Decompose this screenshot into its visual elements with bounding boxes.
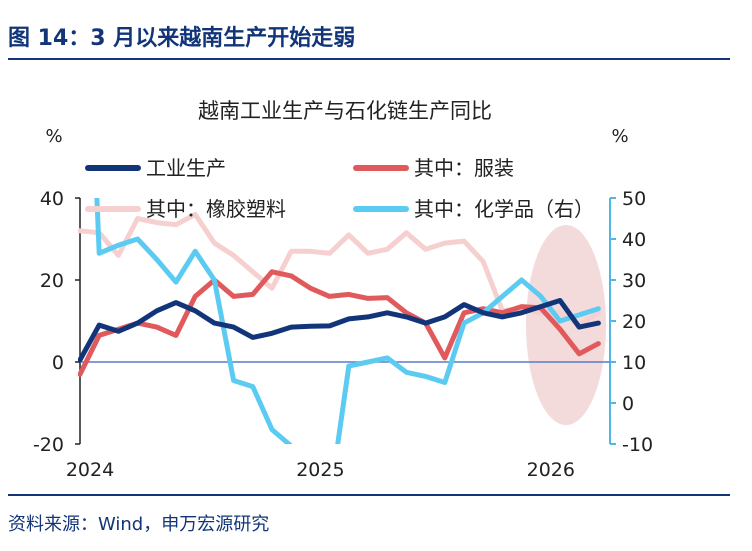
right-tick-label: -10 bbox=[622, 434, 653, 456]
left-tick-label: 0 bbox=[52, 352, 64, 374]
legend-label: 其中：橡胶塑料 bbox=[146, 197, 286, 221]
right-tick-label: 0 bbox=[622, 393, 634, 415]
right-tick-label: 50 bbox=[622, 188, 646, 210]
figure-label: 图 14：3 月以来越南生产开始走弱 bbox=[8, 26, 356, 51]
legend-label: 工业生产 bbox=[146, 156, 226, 180]
right-tick-label: 30 bbox=[622, 270, 646, 292]
chart-title: 越南工业生产与石化链生产同比 bbox=[198, 99, 492, 123]
highlight-ellipse bbox=[526, 225, 606, 425]
series-line-chemical bbox=[94, 198, 601, 444]
right-tick-label: 20 bbox=[622, 311, 646, 333]
legend-label: 其中：服装 bbox=[414, 156, 514, 180]
source-note: 资料来源：Wind，申万宏源研究 bbox=[8, 514, 270, 535]
x-tick-label: 2026 bbox=[527, 459, 575, 481]
right-unit-label: % bbox=[611, 126, 628, 147]
legend-label: 其中：化学品（右） bbox=[414, 197, 594, 221]
footer-rule bbox=[8, 494, 730, 496]
series-line-garment bbox=[78, 269, 601, 377]
left-tick-label: -20 bbox=[33, 434, 64, 456]
series-line-industrial bbox=[78, 298, 601, 363]
left-unit-label: % bbox=[45, 126, 62, 147]
left-tick-label: 20 bbox=[40, 270, 64, 292]
left-tick-label: 40 bbox=[40, 188, 64, 210]
right-tick-label: 40 bbox=[622, 229, 646, 251]
x-tick-label: 2025 bbox=[296, 459, 344, 481]
header-rule bbox=[8, 58, 730, 60]
x-tick-label: 2024 bbox=[66, 459, 114, 481]
right-tick-label: 10 bbox=[622, 352, 646, 374]
